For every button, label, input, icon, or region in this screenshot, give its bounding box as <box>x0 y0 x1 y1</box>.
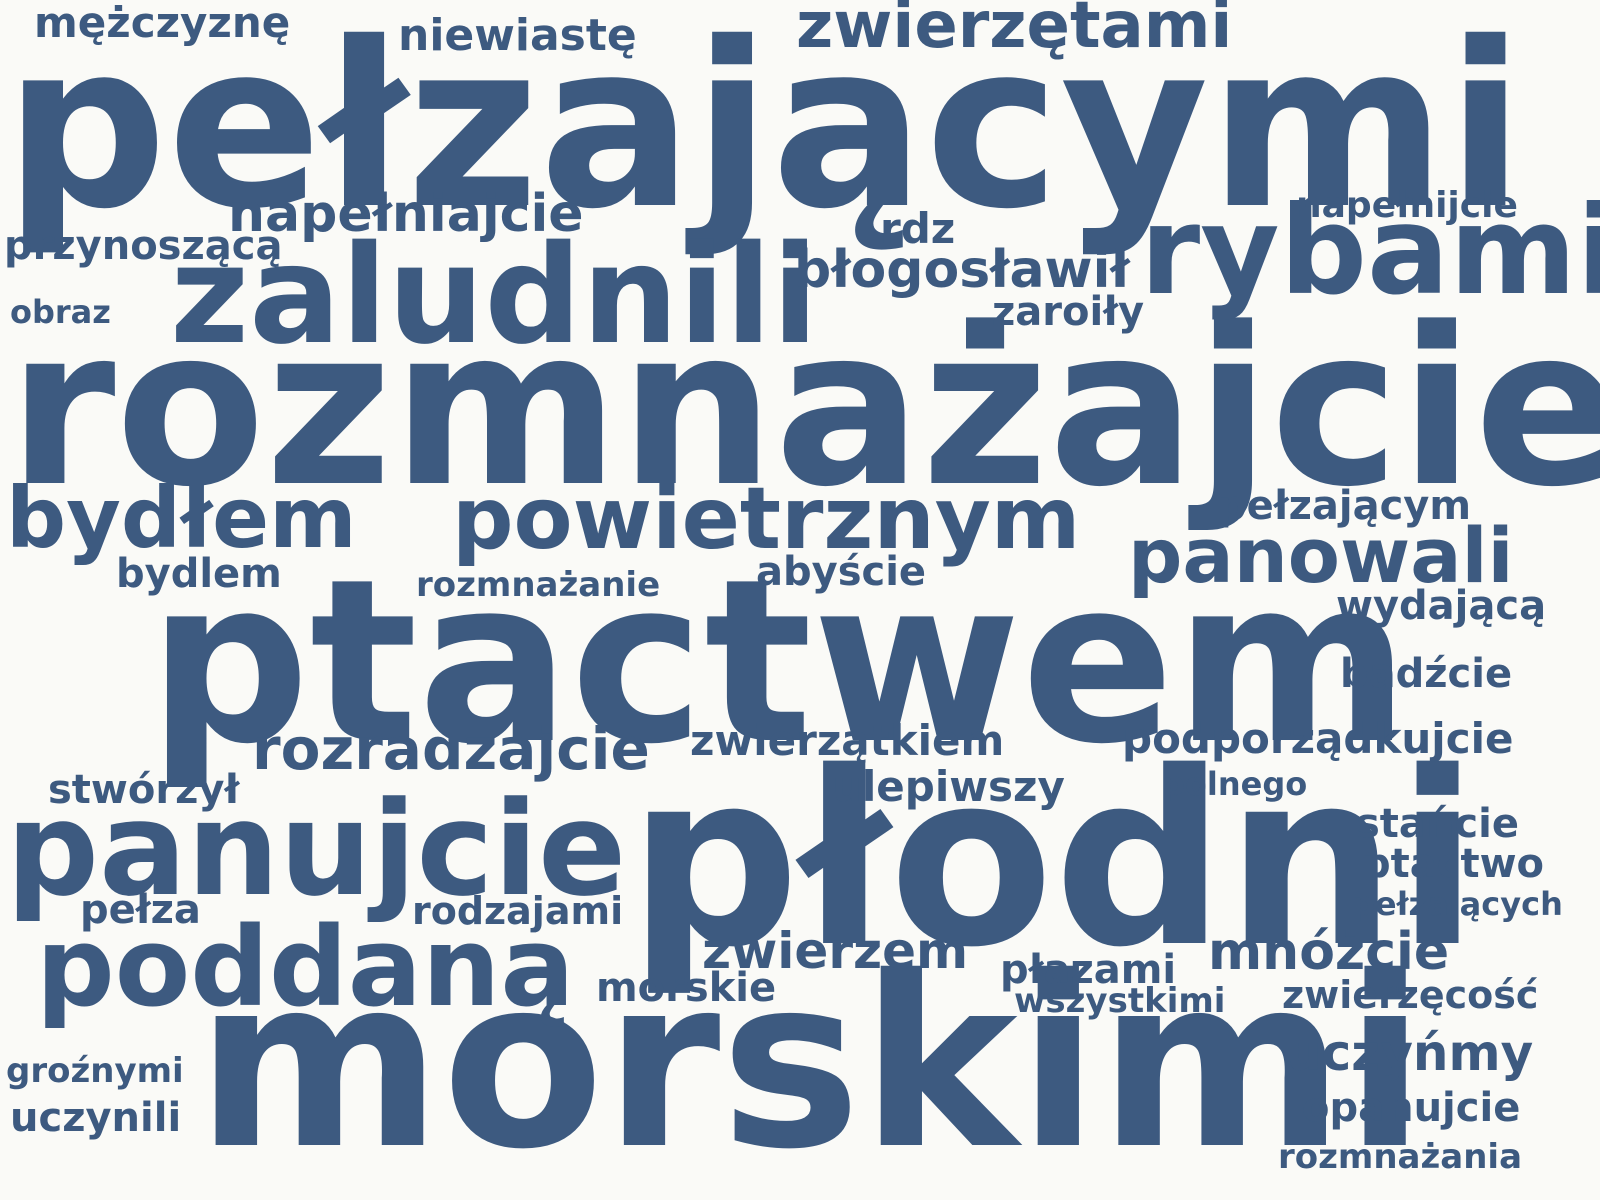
word: zaroiły <box>992 289 1145 335</box>
word: rdz <box>880 204 956 253</box>
word: mnóżcie <box>1208 922 1450 982</box>
word: przynoszącą <box>4 223 283 269</box>
word: rozradzajcie <box>252 715 650 783</box>
word: morskimi <box>196 926 1426 1200</box>
word: zwierzątkiem <box>690 716 1005 765</box>
word: płazami <box>1000 947 1177 993</box>
word: pełzających <box>1352 885 1563 923</box>
word: ptactwem <box>148 531 1410 794</box>
word: uczyńmy <box>1286 1024 1534 1082</box>
word: zwierzęcość <box>1282 973 1539 1017</box>
word: morskie <box>596 965 777 1011</box>
word: wydającą <box>1336 583 1547 629</box>
word: napełniajcie <box>228 184 584 244</box>
word: płodni <box>628 720 1479 1000</box>
word: powietrznym <box>452 469 1081 569</box>
word: bydlem <box>116 551 282 597</box>
word: ulepiwszy <box>832 762 1065 811</box>
word: pełza <box>80 887 201 933</box>
word: zwierzem <box>702 922 969 980</box>
word: zaludnili <box>170 217 819 375</box>
word: błogosławił <box>794 240 1130 300</box>
word: rozmnażania <box>1278 1137 1523 1177</box>
word: obraz <box>10 293 111 331</box>
word: poddaną <box>36 903 575 1031</box>
word: pełzającymi <box>4 0 1525 259</box>
word: uczynili <box>10 1095 182 1141</box>
word: stwórzył <box>48 767 240 813</box>
word: bydłem <box>6 469 357 567</box>
word: groźnymi <box>6 1051 184 1091</box>
word: pełzającym <box>1218 483 1472 529</box>
word: ptactwo <box>1362 841 1545 887</box>
word: polnego <box>1162 765 1308 803</box>
word: panujcie <box>6 773 627 925</box>
word: bądźcie <box>1340 651 1513 697</box>
word: stańcie <box>1356 801 1519 847</box>
word: napełnijcie <box>1296 185 1518 226</box>
word: rybami <box>1140 180 1600 322</box>
word: opanujcie <box>1302 1085 1521 1131</box>
word: mężczyznę <box>34 0 291 47</box>
word: podporządkujcie <box>1122 714 1514 763</box>
word: zwierzętami <box>796 0 1233 63</box>
word: rozmnażajcie <box>8 282 1600 535</box>
word: rozmnażanie <box>416 565 661 605</box>
word: abyście <box>756 549 927 595</box>
word: wszystkimi <box>1014 981 1226 1021</box>
word: rodzajami <box>412 889 624 933</box>
word: panowali <box>1128 511 1514 600</box>
word: niewiastę <box>398 10 637 61</box>
